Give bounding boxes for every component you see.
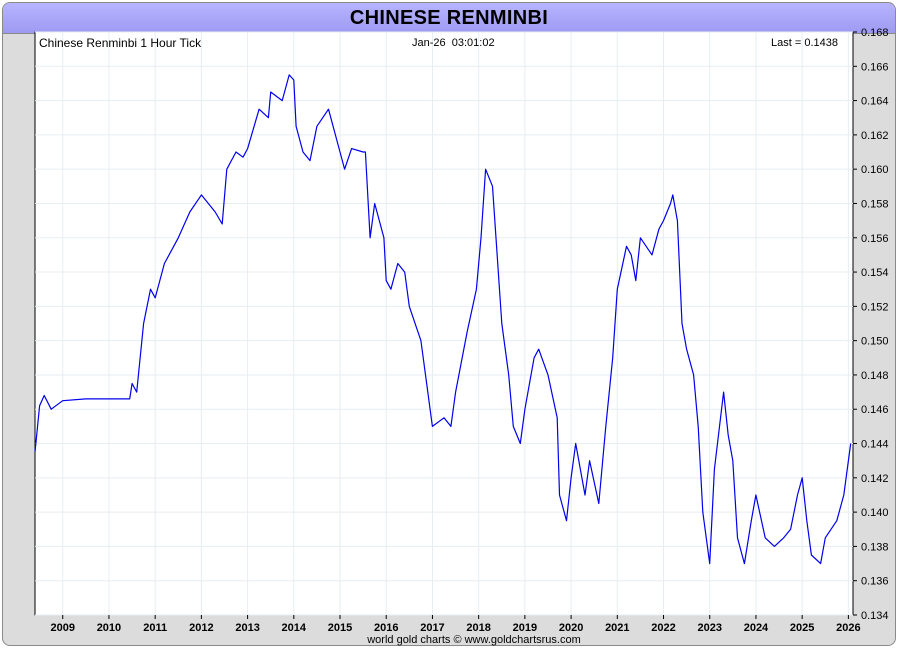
x-tick-label: 2025: [790, 622, 814, 634]
series-line: [34, 74, 852, 565]
y-tick-label: 0.152: [861, 301, 889, 313]
y-tick-label: 0.164: [861, 96, 889, 108]
y-tick-label: 0.166: [861, 61, 889, 73]
y-tick-label: 0.168: [861, 27, 889, 39]
y-tick-label: 0.136: [861, 576, 889, 588]
x-tick-label: 2020: [559, 622, 583, 634]
y-tick-label: 0.142: [861, 473, 889, 485]
x-tick-label: 2017: [420, 622, 444, 634]
series-label: Chinese Renminbi 1 Hour Tick: [39, 36, 202, 50]
y-tick-label: 0.134: [861, 610, 889, 622]
y-tick-label: 0.148: [861, 370, 889, 382]
grid: [35, 31, 853, 616]
y-tick-label: 0.150: [861, 336, 889, 348]
x-tick-label: 2021: [605, 622, 629, 634]
last-value: Last = 0.1438: [771, 37, 838, 49]
y-axis: 0.134 0.136 0.138 0.140 0.142 0.144 0.146 0.148…: [853, 27, 889, 622]
x-tick-label: 2011: [143, 622, 167, 634]
x-tick-label: 2015: [328, 622, 352, 634]
x-tick-label: 2013: [235, 622, 259, 634]
x-tick-label: 2022: [651, 622, 675, 634]
chart-title: CHINESE RENMINBI: [349, 6, 549, 29]
y-tick-label: 0.138: [861, 541, 889, 553]
x-tick-label: 2018: [466, 622, 490, 634]
x-tick-label: 2014: [282, 622, 307, 634]
y-tick-label: 0.154: [861, 267, 889, 279]
plot-area: [34, 31, 854, 616]
y-tick-label: 0.144: [861, 439, 889, 451]
y-tick-label: 0.162: [861, 130, 889, 142]
x-tick-label: 2009: [50, 622, 74, 634]
x-tick-label: 2023: [697, 622, 721, 634]
timestamp: Jan-26 03:01:02: [412, 37, 495, 49]
y-tick-label: 0.140: [861, 507, 889, 519]
x-tick-label: 2026: [836, 622, 860, 634]
x-axis: 2009 2010 2011 2012 2013 2014 2015 2016 2017 2018…: [50, 615, 861, 634]
y-tick-label: 0.160: [861, 164, 889, 176]
y-tick-label: 0.156: [861, 233, 889, 245]
y-tick-label: 0.146: [861, 404, 889, 416]
x-tick-label: 2019: [513, 622, 537, 634]
x-tick-label: 2024: [744, 622, 769, 634]
x-tick-label: 2012: [189, 622, 213, 634]
x-tick-label: 2010: [97, 622, 121, 634]
credit-text: world gold charts © www.goldchartsrus.co…: [366, 634, 581, 646]
y-tick-label: 0.158: [861, 198, 889, 210]
x-tick-label: 2016: [374, 622, 398, 634]
title-bar: CHINESE RENMINBI: [3, 3, 895, 34]
